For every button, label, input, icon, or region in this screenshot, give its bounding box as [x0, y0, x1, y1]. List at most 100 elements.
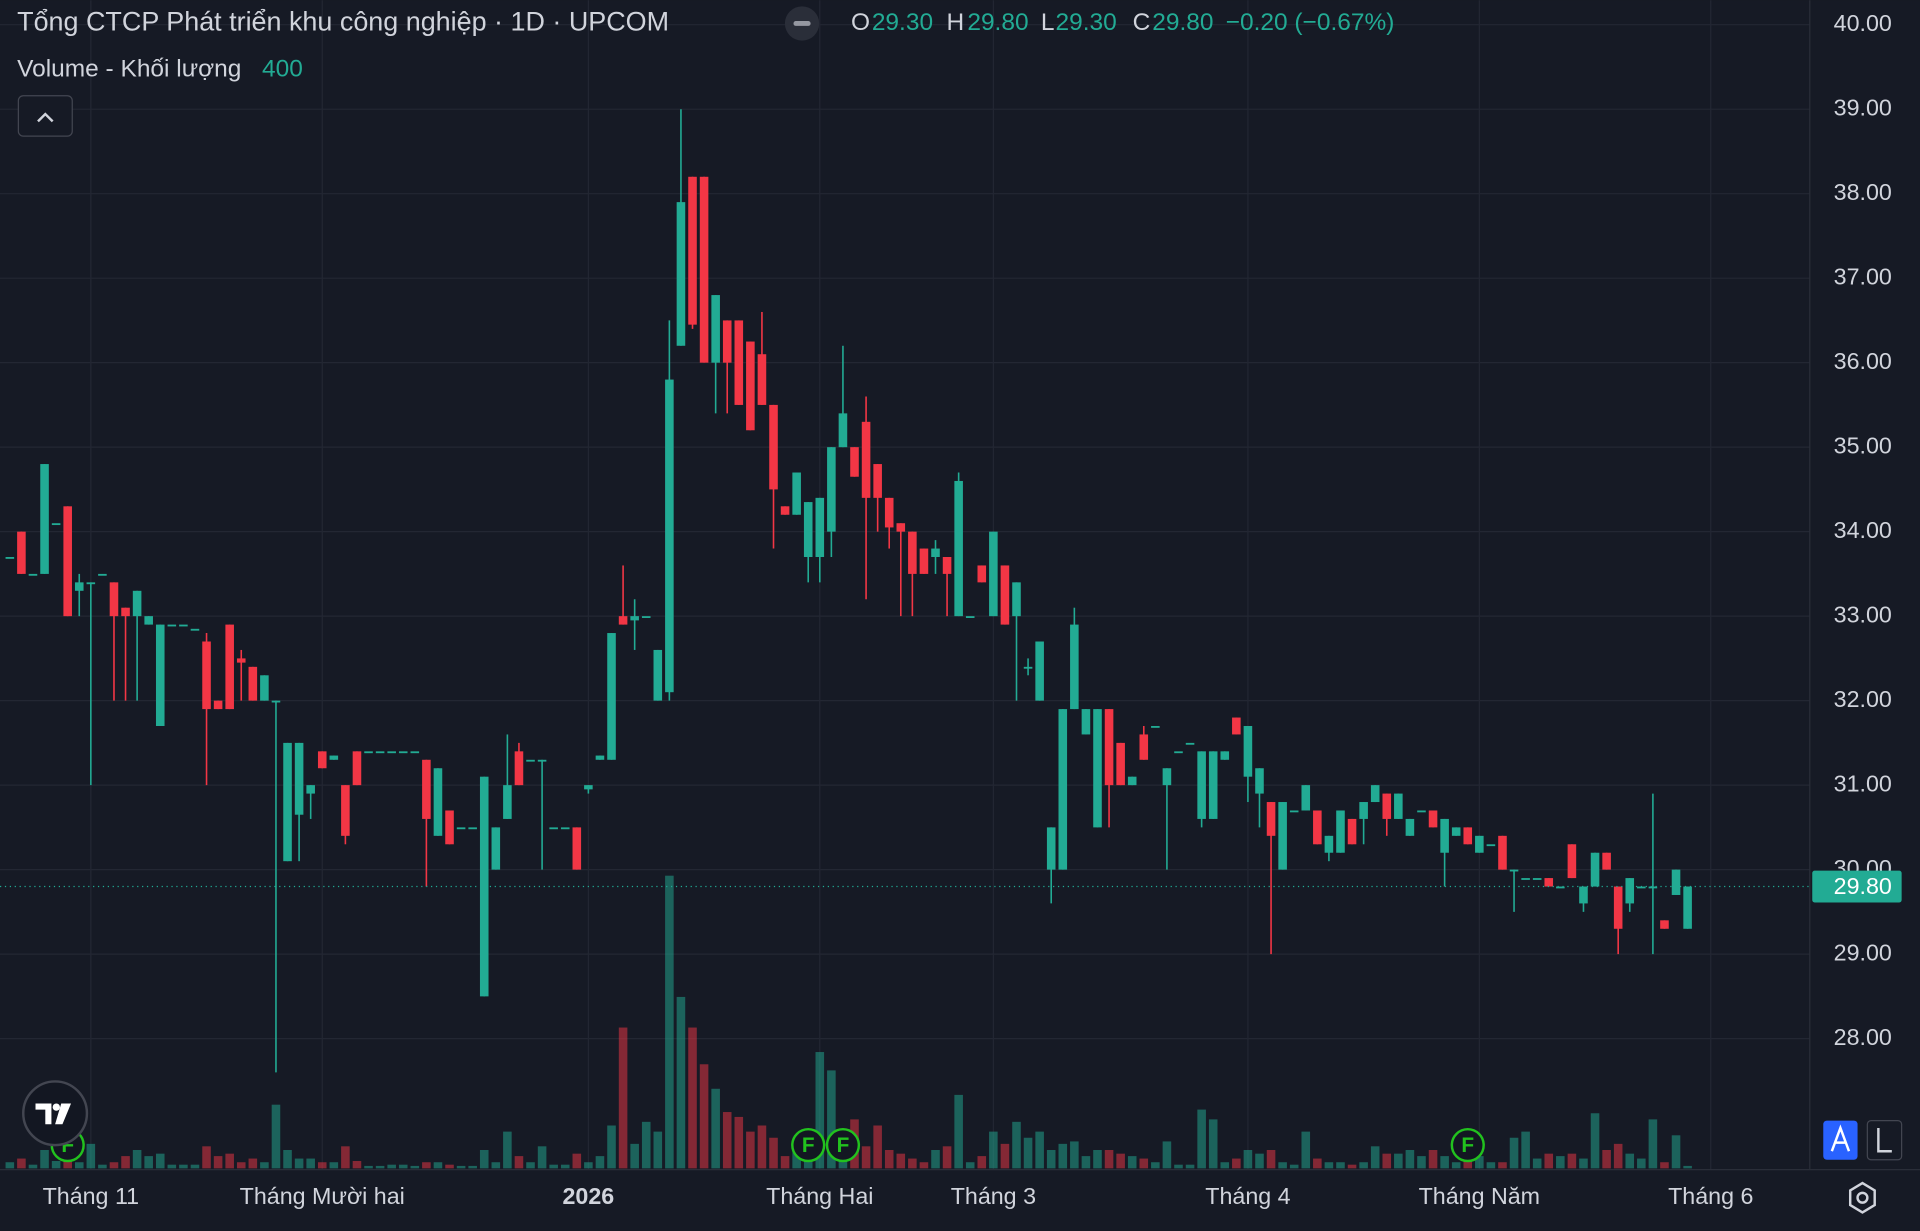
volume-bar [734, 1116, 744, 1169]
candle-body [155, 624, 165, 726]
volume-bar [1428, 1149, 1438, 1169]
hide-button[interactable] [784, 6, 820, 41]
candle-body [1266, 802, 1276, 836]
volume-bar [699, 1064, 709, 1169]
candle-body [1301, 785, 1311, 811]
candle-body [942, 557, 952, 574]
settings-button[interactable] [1848, 1181, 1876, 1214]
candle-body [167, 624, 177, 627]
candle-body [1232, 717, 1241, 735]
candle-body [803, 502, 813, 558]
candle-body [1370, 785, 1380, 803]
volume-bar [1625, 1153, 1635, 1169]
volume-bar [1475, 1156, 1484, 1169]
volume-value: 400 [262, 55, 303, 82]
volume-bar [410, 1165, 420, 1169]
candle-body [1127, 776, 1137, 786]
volume-bar [514, 1156, 524, 1169]
candle-body [190, 628, 200, 631]
volume-bar [317, 1162, 327, 1169]
event-marker [825, 1127, 861, 1163]
volume-bar [179, 1164, 188, 1169]
logo-circle[interactable] [22, 1080, 89, 1147]
candle-body [1046, 827, 1056, 870]
volume-bar [1417, 1156, 1426, 1169]
volume-bar [283, 1149, 292, 1169]
scale-buttons [1823, 1119, 1903, 1161]
candle-body [1139, 734, 1149, 760]
candle-body [1613, 886, 1623, 929]
candle-body [896, 523, 906, 532]
volume-bar [121, 1156, 130, 1169]
volume-bar [549, 1164, 558, 1169]
candle-body [121, 607, 130, 617]
candle-body [1359, 802, 1368, 819]
volume-bar [757, 1125, 767, 1169]
collapse-button[interactable] [17, 95, 73, 137]
volume-bar [190, 1164, 200, 1169]
x-tick-label: Tháng 11 [43, 1183, 140, 1209]
hide-icon [793, 21, 811, 26]
chevron-icon [37, 112, 54, 123]
candle-body [1475, 835, 1484, 853]
auto-icon [1830, 1124, 1851, 1152]
candle-body [549, 827, 558, 830]
settings-icon[interactable] [1848, 1181, 1876, 1214]
volume-bar [1637, 1158, 1646, 1169]
volume-bar [468, 1165, 477, 1169]
y-tick-label: 29.00 [1834, 939, 1892, 965]
volume-pane [5, 875, 1692, 1169]
candle-body [202, 641, 211, 710]
candle-body [387, 751, 396, 754]
volume-bar [329, 1162, 339, 1169]
volume-bar [630, 1143, 639, 1169]
candle-body [1336, 810, 1345, 853]
candle-body [572, 827, 582, 870]
volume-bar [746, 1131, 755, 1169]
volume-bar [1232, 1158, 1241, 1169]
volume-bar [1579, 1158, 1588, 1169]
candle-body [410, 751, 420, 754]
volume-bar [456, 1165, 466, 1169]
candle-body [317, 751, 327, 769]
candle-body [329, 755, 339, 760]
y-tick-label: 39.00 [1834, 94, 1892, 120]
candle-body [306, 785, 315, 794]
candle-body [1174, 751, 1183, 754]
candle-body [503, 785, 512, 819]
volume-bar [375, 1165, 385, 1169]
candle-body [86, 582, 96, 585]
volume-bar [1208, 1119, 1218, 1169]
volume-bar [1451, 1162, 1461, 1169]
candle-body [1243, 725, 1253, 777]
candle-body [1428, 810, 1438, 828]
collapse-button-bg[interactable] [17, 95, 73, 137]
candle-body [1162, 768, 1172, 786]
log-button[interactable] [1866, 1119, 1903, 1161]
volume-bar [815, 1052, 825, 1169]
volume-bar [908, 1158, 917, 1169]
volume-bar [665, 875, 674, 1169]
volume-bar [17, 1158, 26, 1169]
volume-bar [1185, 1164, 1195, 1169]
volume-bar [827, 1070, 836, 1169]
candle-body [40, 464, 49, 574]
candle-body [63, 506, 72, 617]
candle-body [294, 742, 304, 815]
candle-body [422, 759, 431, 819]
candle-body [1405, 818, 1415, 836]
volume-bar [1070, 1141, 1079, 1169]
volume-bar [1683, 1165, 1692, 1169]
volume-bar [688, 1027, 697, 1169]
candle-body [271, 700, 281, 703]
volume-bar [398, 1164, 408, 1169]
volume-bar [792, 1149, 801, 1169]
y-tick-label: 28.00 [1834, 1024, 1892, 1050]
volume-bar [1243, 1149, 1253, 1169]
candle-body [537, 759, 547, 762]
candle-body [780, 506, 790, 515]
tv-logo[interactable] [22, 1080, 89, 1147]
ohlc-legend: O 29.30 H 29.80 L 29.30 C 29.80 −0.20 (−… [851, 9, 1394, 36]
candle-body [1625, 878, 1635, 904]
